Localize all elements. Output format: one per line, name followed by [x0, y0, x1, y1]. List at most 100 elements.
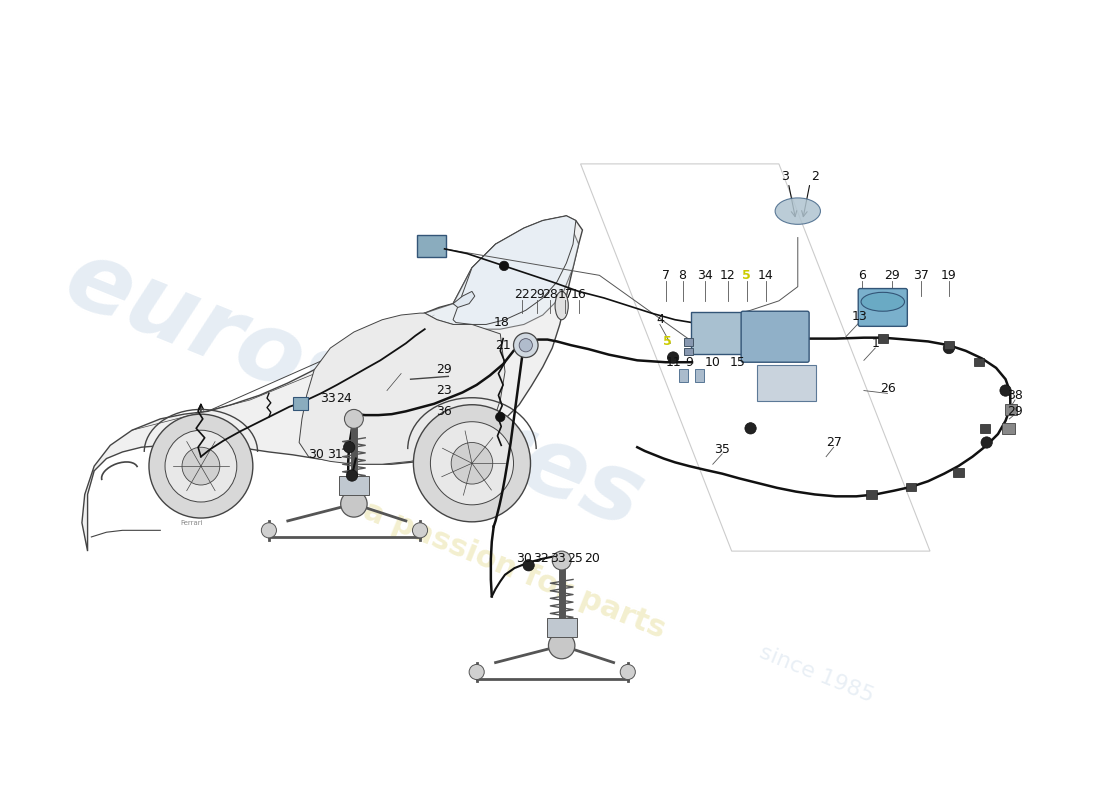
Text: 34: 34	[697, 269, 713, 282]
Circle shape	[943, 342, 955, 354]
Text: 26: 26	[880, 382, 895, 395]
Circle shape	[522, 560, 535, 571]
FancyBboxPatch shape	[741, 311, 810, 362]
Polygon shape	[425, 216, 579, 329]
FancyBboxPatch shape	[684, 347, 693, 355]
Text: 2: 2	[811, 170, 818, 182]
Circle shape	[620, 665, 636, 679]
Polygon shape	[81, 216, 583, 551]
Circle shape	[341, 490, 367, 517]
Text: 6: 6	[858, 269, 866, 282]
Circle shape	[552, 551, 571, 570]
Ellipse shape	[776, 198, 821, 224]
Circle shape	[148, 414, 253, 518]
Text: 10: 10	[705, 356, 720, 369]
Ellipse shape	[556, 291, 569, 320]
Circle shape	[668, 352, 679, 363]
Text: 21: 21	[495, 338, 512, 352]
Text: a passion for parts: a passion for parts	[359, 496, 670, 644]
Circle shape	[343, 442, 355, 453]
FancyBboxPatch shape	[757, 365, 816, 401]
Text: 27: 27	[826, 436, 842, 449]
FancyBboxPatch shape	[684, 338, 693, 346]
FancyBboxPatch shape	[691, 312, 742, 354]
Circle shape	[549, 632, 575, 658]
Text: 15: 15	[729, 356, 746, 369]
Text: 24: 24	[337, 392, 352, 405]
Circle shape	[262, 522, 276, 538]
Circle shape	[745, 422, 756, 434]
Circle shape	[346, 470, 358, 482]
Circle shape	[469, 665, 484, 679]
Circle shape	[165, 430, 236, 502]
Text: 29: 29	[1008, 405, 1023, 418]
FancyBboxPatch shape	[695, 370, 704, 382]
Polygon shape	[453, 291, 475, 307]
FancyBboxPatch shape	[980, 424, 990, 433]
Text: 3: 3	[781, 170, 789, 182]
Circle shape	[981, 437, 992, 448]
Text: 5: 5	[742, 269, 751, 282]
FancyBboxPatch shape	[1002, 423, 1014, 434]
Circle shape	[412, 522, 428, 538]
Circle shape	[430, 422, 514, 505]
Circle shape	[499, 261, 509, 270]
Text: 16: 16	[571, 288, 586, 301]
Circle shape	[514, 333, 538, 358]
Circle shape	[519, 338, 532, 352]
Circle shape	[414, 405, 530, 522]
Text: 31: 31	[327, 448, 343, 462]
Text: since 1985: since 1985	[757, 642, 877, 706]
Text: 29: 29	[436, 363, 451, 376]
Text: 36: 36	[436, 405, 451, 418]
Text: 19: 19	[940, 269, 957, 282]
FancyBboxPatch shape	[293, 397, 308, 410]
FancyBboxPatch shape	[974, 358, 984, 366]
Text: 17: 17	[558, 288, 573, 301]
Text: Ferrari: Ferrari	[180, 520, 202, 526]
Text: eurospares: eurospares	[52, 232, 657, 549]
Text: 33: 33	[550, 552, 565, 565]
Text: 35: 35	[714, 442, 730, 456]
Text: 12: 12	[720, 269, 736, 282]
Text: 1: 1	[871, 337, 879, 350]
Text: 4: 4	[656, 314, 663, 326]
Text: 9: 9	[685, 356, 693, 369]
Text: 30: 30	[516, 552, 531, 565]
Text: 32: 32	[534, 552, 549, 565]
Text: 18: 18	[493, 316, 509, 329]
Circle shape	[451, 442, 493, 484]
Text: 5: 5	[663, 335, 672, 348]
Text: 11: 11	[666, 356, 681, 369]
FancyBboxPatch shape	[417, 234, 446, 258]
FancyBboxPatch shape	[1005, 404, 1018, 414]
Text: 30: 30	[308, 448, 324, 462]
Text: 38: 38	[1008, 389, 1023, 402]
Text: 20: 20	[584, 552, 600, 565]
Text: 37: 37	[913, 269, 928, 282]
FancyBboxPatch shape	[858, 289, 907, 326]
Circle shape	[344, 410, 363, 428]
FancyBboxPatch shape	[867, 490, 877, 498]
Polygon shape	[299, 313, 505, 464]
Text: 29: 29	[529, 288, 544, 301]
Text: 23: 23	[436, 384, 451, 397]
FancyBboxPatch shape	[906, 482, 916, 491]
Text: 7: 7	[661, 269, 670, 282]
Text: 14: 14	[758, 269, 773, 282]
Text: 22: 22	[514, 288, 530, 301]
FancyBboxPatch shape	[953, 469, 964, 477]
Polygon shape	[453, 216, 575, 325]
Text: 8: 8	[679, 269, 686, 282]
Circle shape	[1000, 385, 1011, 396]
Circle shape	[496, 412, 505, 422]
Text: 13: 13	[851, 310, 867, 323]
Text: 33: 33	[320, 392, 336, 405]
Ellipse shape	[861, 292, 904, 311]
Circle shape	[182, 447, 220, 485]
FancyBboxPatch shape	[878, 334, 888, 343]
FancyBboxPatch shape	[680, 370, 688, 382]
Text: 28: 28	[542, 288, 559, 301]
Text: 25: 25	[566, 552, 583, 565]
FancyBboxPatch shape	[944, 341, 954, 350]
